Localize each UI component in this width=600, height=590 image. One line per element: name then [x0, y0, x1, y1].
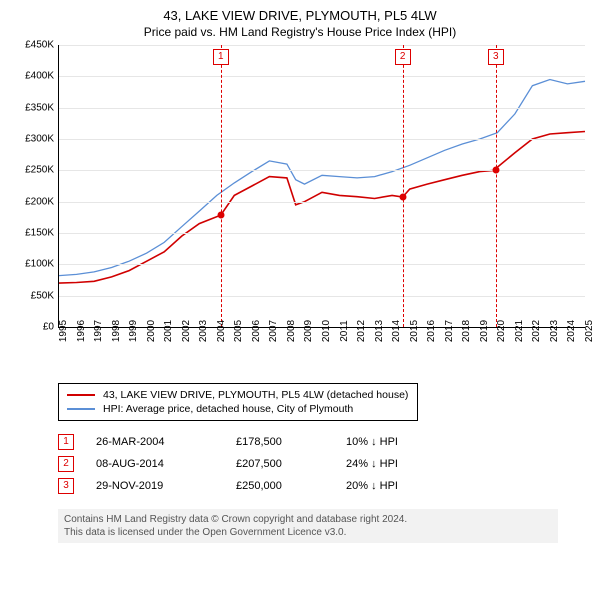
legend: 43, LAKE VIEW DRIVE, PLYMOUTH, PL5 4LW (…	[58, 383, 418, 421]
event-date: 29-NOV-2019	[96, 480, 236, 492]
event-line	[221, 45, 222, 327]
event-price: £178,500	[236, 436, 346, 448]
event-date: 26-MAR-2004	[96, 436, 236, 448]
plot-area: 1 2 3	[58, 45, 585, 328]
event-date: 08-AUG-2014	[96, 458, 236, 470]
chart-subtitle: Price paid vs. HM Land Registry's House …	[10, 25, 590, 39]
event-price: £207,500	[236, 458, 346, 470]
y-tick-label: £350K	[10, 102, 54, 113]
event-marker-icon: 3	[58, 478, 74, 494]
footer-attribution: Contains HM Land Registry data © Crown c…	[58, 509, 558, 543]
gridline	[59, 202, 585, 203]
event-marker: 3	[488, 49, 504, 65]
legend-swatch	[67, 408, 95, 410]
gridline	[59, 233, 585, 234]
y-tick-label: £450K	[10, 40, 54, 51]
legend-item: HPI: Average price, detached house, City…	[67, 402, 409, 416]
footer-line: Contains HM Land Registry data © Crown c…	[64, 514, 407, 525]
plot-zone: 1 2 3 £0 £50K £100K £150K £200K £250K £300K £350K…	[10, 45, 590, 375]
y-tick-label: £400K	[10, 71, 54, 82]
y-tick-label: £200K	[10, 196, 54, 207]
series-line	[59, 80, 585, 276]
event-line	[496, 45, 497, 327]
series-line	[59, 132, 585, 284]
event-row: 3 29-NOV-2019 £250,000 20% ↓ HPI	[58, 475, 488, 497]
line-chart-svg	[59, 45, 585, 327]
legend-label: HPI: Average price, detached house, City…	[103, 403, 353, 415]
event-delta: 24% ↓ HPI	[346, 458, 446, 470]
event-line	[403, 45, 404, 327]
legend-swatch	[67, 394, 95, 396]
event-marker: 1	[213, 49, 229, 65]
event-price: £250,000	[236, 480, 346, 492]
gridline	[59, 108, 585, 109]
events-table: 1 26-MAR-2004 £178,500 10% ↓ HPI 2 08-AU…	[58, 431, 488, 497]
y-tick-label: £300K	[10, 134, 54, 145]
legend-label: 43, LAKE VIEW DRIVE, PLYMOUTH, PL5 4LW (…	[103, 389, 408, 401]
y-tick-label: £250K	[10, 165, 54, 176]
event-dot	[217, 212, 224, 219]
event-dot	[399, 193, 406, 200]
gridline	[59, 139, 585, 140]
gridline	[59, 76, 585, 77]
y-tick-label: £0	[10, 322, 54, 333]
event-delta: 10% ↓ HPI	[346, 436, 446, 448]
footer-line: This data is licensed under the Open Gov…	[64, 527, 346, 538]
event-dot	[492, 167, 499, 174]
chart-container: 43, LAKE VIEW DRIVE, PLYMOUTH, PL5 4LW P…	[0, 0, 600, 549]
event-marker-icon: 1	[58, 434, 74, 450]
y-tick-label: £50K	[10, 290, 54, 301]
event-row: 2 08-AUG-2014 £207,500 24% ↓ HPI	[58, 453, 488, 475]
gridline	[59, 296, 585, 297]
gridline	[59, 45, 585, 46]
gridline	[59, 170, 585, 171]
legend-item: 43, LAKE VIEW DRIVE, PLYMOUTH, PL5 4LW (…	[67, 388, 409, 402]
y-tick-label: £100K	[10, 259, 54, 270]
event-marker: 2	[395, 49, 411, 65]
event-marker-icon: 2	[58, 456, 74, 472]
y-tick-label: £150K	[10, 228, 54, 239]
event-delta: 20% ↓ HPI	[346, 480, 446, 492]
chart-title: 43, LAKE VIEW DRIVE, PLYMOUTH, PL5 4LW	[10, 8, 590, 23]
event-row: 1 26-MAR-2004 £178,500 10% ↓ HPI	[58, 431, 488, 453]
gridline	[59, 264, 585, 265]
x-tick-label: 2025	[584, 320, 600, 342]
